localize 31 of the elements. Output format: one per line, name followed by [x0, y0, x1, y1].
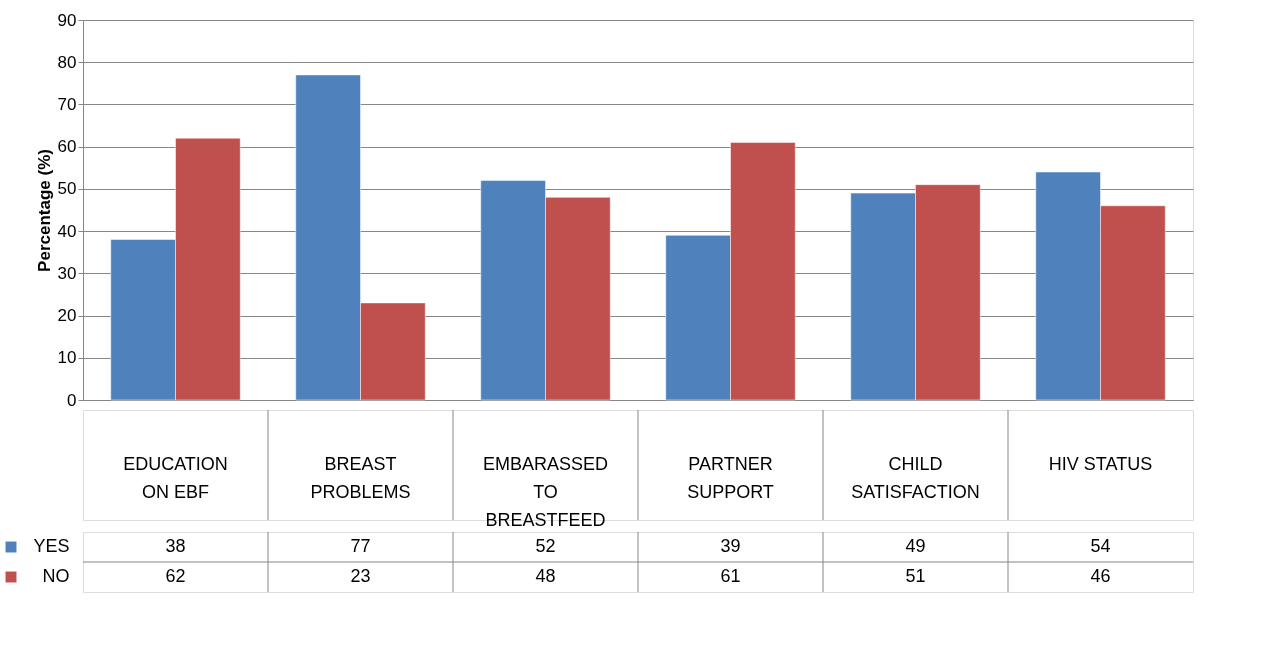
x-tick-label: EDUCATION ON EBF: [123, 454, 228, 502]
x-tick-label: CHILD SATISFACTION: [851, 454, 980, 502]
data-label: 51: [905, 566, 926, 586]
y-tick-label: 20: [57, 306, 77, 326]
data-label: 46: [1090, 566, 1111, 586]
y-tick-label: 40: [57, 221, 77, 241]
y-tick-label: 60: [57, 137, 77, 157]
legend-label: YES: [33, 536, 70, 556]
data-label: 54: [1090, 536, 1111, 556]
data-label: 62: [165, 566, 186, 586]
x-tick-label: EMBARASSED TO BREASTFEED: [482, 454, 609, 530]
y-tick-label: 30: [57, 263, 77, 283]
y-tick-label: 50: [57, 179, 77, 199]
y-tick-label: 90: [57, 10, 77, 30]
y-tick-label: 10: [57, 348, 77, 368]
data-label: 49: [905, 536, 926, 556]
data-label: 38: [165, 536, 186, 556]
y-tick-label: 70: [57, 94, 77, 114]
data-label: 48: [535, 566, 556, 586]
data-label: 77: [350, 536, 371, 556]
x-tick-label: BREAST PROBLEMS: [310, 454, 411, 502]
x-tick-label: PARTNER SUPPORT: [687, 454, 774, 502]
legend-label: NO: [42, 566, 70, 586]
data-label: 39: [720, 536, 741, 556]
x-tick-label: HIV STATUS: [1048, 454, 1153, 474]
data-label: 61: [720, 566, 741, 586]
data-label: 23: [350, 566, 371, 586]
y-axis-title: Percentage (%): [34, 149, 54, 272]
y-tick-label: 80: [57, 52, 77, 72]
y-tick-label: 0: [67, 390, 77, 410]
data-label: 52: [535, 536, 556, 556]
